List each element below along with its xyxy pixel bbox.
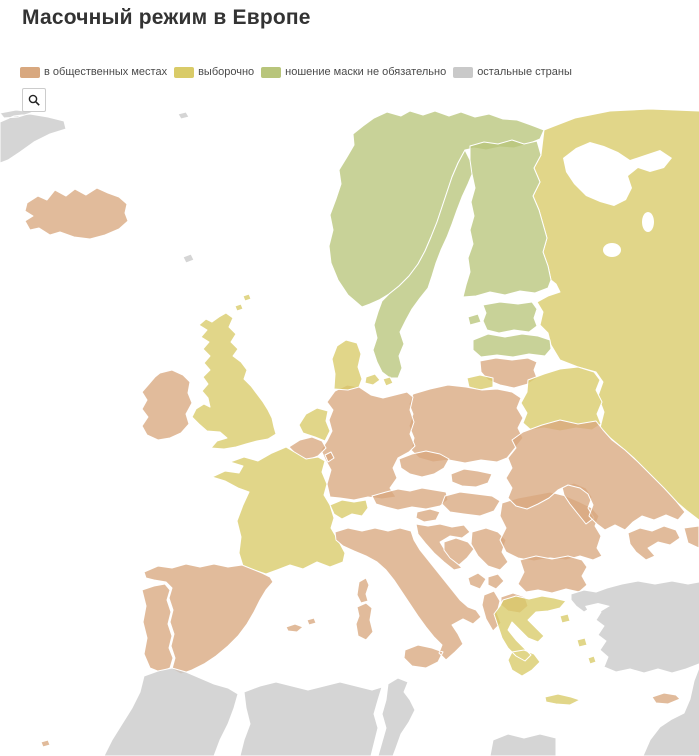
country-kaliningrad[interactable] [466,374,494,391]
country-greece[interactable] [493,595,597,706]
legend-swatch-selective [174,66,195,78]
country-switzerland[interactable] [329,499,369,520]
legend-swatch-public [20,66,40,78]
country-france[interactable] [211,446,346,575]
country-poland[interactable] [408,384,524,464]
legend-item-other: остальные страны [453,66,572,78]
white-sea [563,142,672,206]
country-sweden[interactable] [372,149,474,379]
sea-of-marmara [585,603,610,612]
legend-swatch-optional [261,66,282,78]
legend-item-public: в общественных местах [20,66,167,78]
country-kuban[interactable] [683,525,699,549]
country-czechia[interactable] [398,450,450,478]
country-slovenia[interactable] [415,508,441,523]
legend-item-selective: выборочно [174,66,254,78]
country-hungary[interactable] [441,491,501,517]
country-libya[interactable] [489,733,557,756]
country-ukraine[interactable] [505,419,686,531]
legend: в общественных местах выборочно ношение … [20,66,572,78]
country-montenegro[interactable] [467,572,487,590]
country-greenland[interactable] [0,109,67,164]
country-iceland[interactable] [24,187,129,240]
legend-label-public: в общественных местах [44,66,168,78]
country-morocco[interactable] [103,667,239,756]
country-croatia[interactable] [415,523,471,571]
country-denmark[interactable] [331,339,394,391]
zoom-in-button[interactable] [22,88,46,112]
country-germany[interactable] [320,384,416,501]
country-corsica[interactable] [356,577,370,604]
country-luxembourg[interactable] [324,451,335,463]
page-title: Масочный режим в Европе [22,6,311,29]
country-middle-east[interactable] [642,667,699,756]
country-latvia[interactable] [472,333,552,358]
legend-label-other: остальные страны [477,66,572,78]
country-portugal[interactable] [141,583,174,673]
country-tunisia[interactable] [377,677,416,756]
country-turkey[interactable] [570,580,699,674]
country-madeira[interactable] [40,739,51,748]
country-algeria[interactable] [239,681,383,756]
legend-label-optional: ношение маски не обязательно [285,66,447,78]
country-crimea[interactable] [627,525,681,561]
legend-item-optional: ношение маски не обязательно [261,66,446,78]
country-estonia[interactable] [467,301,538,334]
legend-label-selective: выборочно [198,66,255,78]
country-spain[interactable] [143,563,317,675]
magnifier-icon [28,94,40,106]
country-bulgaria[interactable] [517,555,588,594]
country-faroe[interactable] [182,253,195,264]
lake-ladoga [603,243,621,257]
country-finland[interactable] [462,139,552,298]
country-kosovo[interactable] [487,573,505,590]
country-united-kingdom[interactable] [191,293,277,450]
lake-onega [642,212,654,232]
country-ireland[interactable] [141,369,193,441]
legend-swatch-other [453,66,474,78]
country-cyprus[interactable] [651,692,681,705]
country-jan-mayen[interactable] [177,111,190,120]
country-netherlands[interactable] [298,407,331,442]
country-serbia[interactable] [470,527,509,571]
country-italy[interactable] [334,527,482,669]
country-bosnia[interactable] [443,537,475,566]
country-slovakia[interactable] [450,468,493,488]
